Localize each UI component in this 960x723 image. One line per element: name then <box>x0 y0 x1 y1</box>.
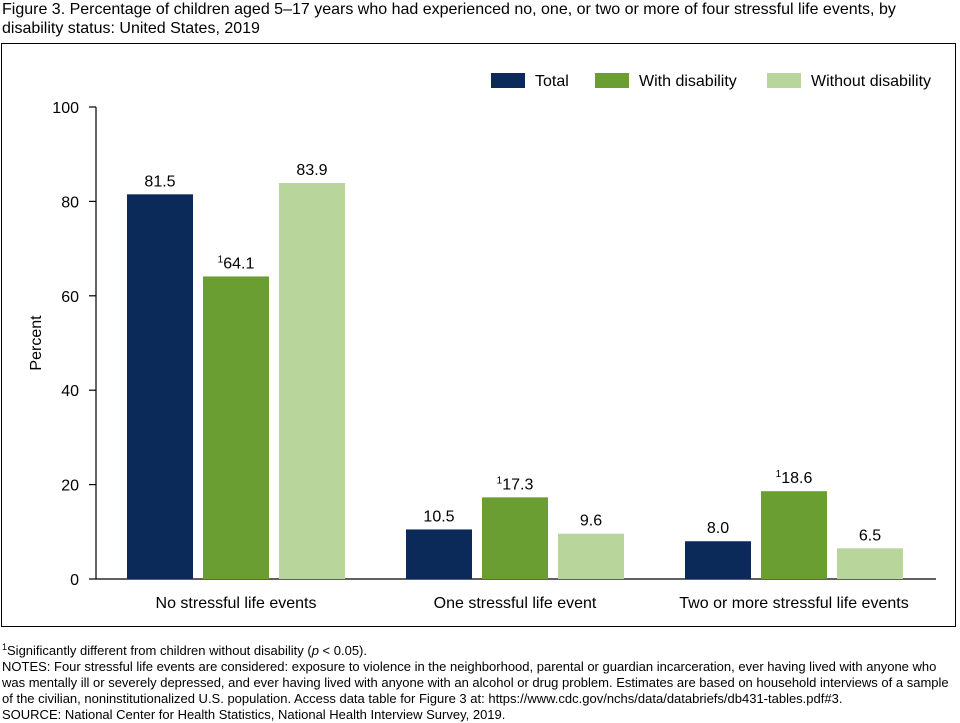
bar <box>203 276 269 579</box>
bar <box>837 548 903 579</box>
legend-label: Total <box>535 73 569 90</box>
bar-value-text: 18.6 <box>781 470 812 487</box>
significance-superscript: 1 <box>218 254 224 265</box>
bar-value-text: 64.1 <box>223 255 254 272</box>
y-tick-label: 100 <box>52 100 79 117</box>
chart-frame: 0 20 40 60 80 100 Percent 81.5 164.1 83.9 No stres… <box>1 43 956 627</box>
y-tick-label: 60 <box>61 289 79 306</box>
legend-swatch <box>767 73 801 88</box>
bar <box>685 541 751 579</box>
bar-value-label: 8.0 <box>707 520 729 537</box>
bar <box>482 497 548 579</box>
legend-label: Without disability <box>811 73 931 90</box>
significance-footnote: 1Significantly different from children w… <box>2 643 958 659</box>
bar-value-text: 17.3 <box>502 476 533 493</box>
y-tick-label: 20 <box>61 478 79 495</box>
significance-text-end: < 0.05). <box>318 643 367 658</box>
bar-value-label: 9.6 <box>580 513 602 530</box>
bar <box>127 194 193 579</box>
significance-p-symbol: p <box>311 643 319 658</box>
x-category-label: One stressful life event <box>434 595 597 612</box>
legend-label: With disability <box>639 73 737 90</box>
bar-value-label: 164.1 <box>218 254 255 272</box>
significance-marker: 1 <box>2 642 8 652</box>
x-category-label: No stressful life events <box>156 595 317 612</box>
bar-value-label: 6.5 <box>859 527 881 544</box>
bar <box>406 529 472 579</box>
footnotes: 1Significantly different from children w… <box>2 643 958 723</box>
y-axis-title: Percent <box>28 315 45 371</box>
bar <box>558 533 624 579</box>
x-category-label: Two or more stressful life events <box>679 595 908 612</box>
notes-text: NOTES: Four stressful life events are co… <box>2 659 949 706</box>
legend-swatch <box>595 73 629 88</box>
y-tick-label: 0 <box>70 572 79 589</box>
bar-value-label: 83.9 <box>296 162 327 179</box>
y-tick-label: 40 <box>61 383 79 400</box>
bar <box>761 491 827 579</box>
significance-text-start: Significantly different from children wi… <box>7 643 312 658</box>
significance-superscript: 1 <box>497 475 503 486</box>
bar-value-label: 117.3 <box>497 475 534 493</box>
significance-superscript: 1 <box>776 469 782 480</box>
bar-value-label: 10.5 <box>423 508 454 525</box>
legend-swatch <box>491 73 525 88</box>
source-text: SOURCE: National Center for Health Stati… <box>2 707 506 722</box>
bar-value-label: 81.5 <box>144 173 175 190</box>
y-tick-label: 80 <box>61 194 79 211</box>
bar-value-label: 118.6 <box>776 469 813 487</box>
figure-title: Figure 3. Percentage of children aged 5–… <box>2 1 896 37</box>
bar <box>279 182 345 579</box>
